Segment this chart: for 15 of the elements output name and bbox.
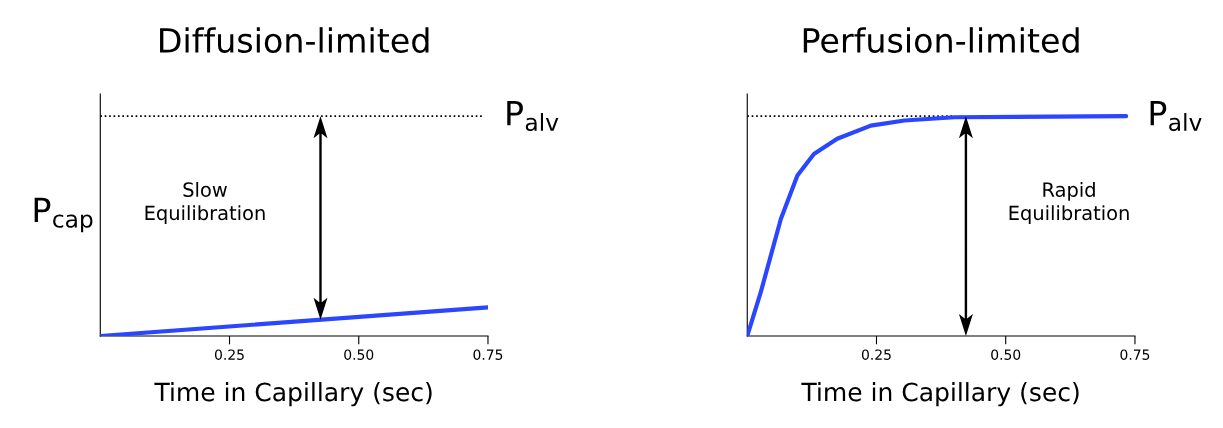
y-axis-title: P$_{cap}$ [34, 197, 93, 233]
annotation: Rapid Equilibration [1009, 181, 1129, 225]
x-axis-title: Time in Capillary (sec) [154, 382, 432, 407]
x-tick-label: 0.25 [214, 349, 244, 360]
x-tick-label: 0.50 [344, 349, 374, 360]
chart-title: Diffusion-limited [160, 27, 429, 53]
x-tick-label: 0.50 [991, 349, 1021, 360]
x-tick-label: 0.75 [473, 349, 503, 360]
annotation: Slow Equilibration [145, 181, 265, 225]
x-tick-label: 0.25 [861, 349, 891, 360]
x-axis-title: Time in Capillary (sec) [801, 382, 1079, 407]
x-tick-label: 0.75 [1120, 349, 1150, 360]
series-label: P$_{alv}$ [507, 101, 559, 132]
series-label: P$_{alv}$ [1150, 101, 1202, 132]
chart-title: Perfusion-limited [803, 27, 1079, 53]
